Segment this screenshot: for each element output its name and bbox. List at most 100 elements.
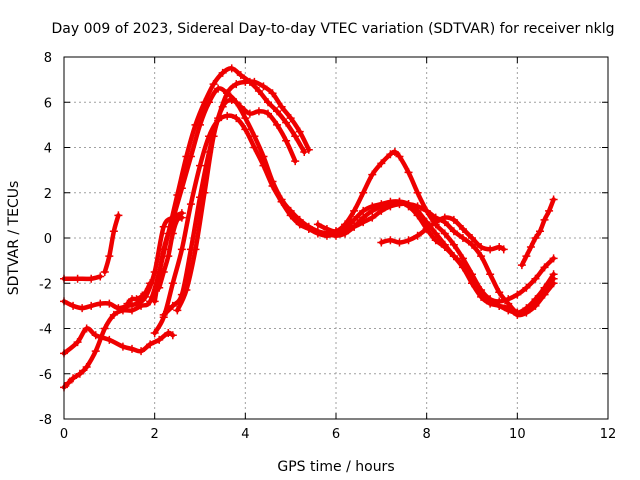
data-point-marker	[241, 125, 250, 134]
data-point-marker	[386, 236, 395, 245]
data-point-marker	[232, 98, 241, 107]
data-point-marker	[218, 68, 227, 77]
x-axis-label: GPS time / hours	[277, 459, 394, 475]
data-point-marker	[377, 238, 386, 247]
data-point-marker	[177, 184, 186, 193]
y-axis-label: SDTVAR / TECUs	[6, 181, 22, 296]
data-point-marker	[118, 306, 127, 315]
data-point-marker	[137, 301, 146, 310]
data-point-marker	[390, 148, 399, 157]
series-trace-3	[60, 324, 177, 358]
data-point-marker	[82, 324, 91, 333]
data-point-marker	[359, 218, 368, 227]
data-point-marker	[499, 245, 508, 254]
data-point-marker	[132, 295, 141, 304]
x-tick-label: 6	[332, 427, 340, 442]
data-point-marker	[196, 161, 204, 170]
data-point-marker	[218, 102, 227, 111]
series-line	[125, 281, 153, 306]
data-point-marker	[114, 211, 123, 220]
data-point-marker	[232, 80, 241, 89]
data-point-marker	[109, 310, 118, 319]
data-point-marker	[232, 114, 241, 123]
data-point-marker	[458, 224, 467, 233]
data-point-marker	[313, 229, 322, 238]
data-point-marker	[468, 234, 476, 242]
data-point-marker	[422, 224, 431, 233]
data-point-marker	[236, 71, 245, 80]
series-trace-14	[123, 279, 155, 308]
data-point-marker	[404, 168, 413, 177]
data-point-marker	[168, 331, 177, 340]
data-point-marker	[495, 288, 504, 297]
data-point-marker	[341, 224, 350, 233]
y-tick-label: -8	[39, 413, 52, 428]
data-point-marker	[359, 188, 368, 197]
x-tick-label: 0	[60, 427, 68, 442]
data-point-marker	[105, 252, 114, 261]
data-point-marker	[486, 270, 495, 279]
data-point-marker	[468, 240, 476, 249]
data-point-marker	[73, 274, 82, 283]
data-point-marker	[200, 188, 209, 197]
data-point-marker	[377, 159, 386, 168]
data-point-marker	[295, 127, 304, 136]
data-point-marker	[486, 295, 495, 304]
data-point-marker	[522, 306, 531, 315]
data-point-marker	[286, 114, 295, 123]
data-point-marker	[69, 374, 78, 383]
data-point-marker	[264, 109, 272, 118]
data-point-marker	[368, 170, 377, 179]
data-point-marker	[241, 114, 250, 123]
data-point-marker	[118, 342, 127, 351]
data-point-marker	[517, 261, 526, 270]
data-point-marker	[168, 279, 177, 288]
data-point-marker	[531, 274, 540, 283]
data-point-marker	[282, 118, 291, 127]
data-point-marker	[540, 215, 549, 224]
data-point-marker	[440, 229, 449, 238]
data-point-marker	[449, 227, 458, 236]
series-trace-2	[100, 211, 123, 276]
data-point-marker	[431, 218, 440, 227]
data-point-marker	[91, 347, 100, 356]
data-point-marker	[128, 344, 136, 353]
data-point-marker	[91, 331, 100, 340]
series-trace-1	[60, 272, 105, 283]
data-point-marker	[440, 243, 449, 252]
data-point-marker	[431, 229, 440, 238]
data-point-marker	[386, 150, 395, 159]
data-point-marker	[413, 211, 422, 220]
data-point-marker	[155, 283, 164, 292]
data-point-marker	[159, 267, 168, 276]
data-point-marker	[486, 245, 495, 254]
data-point-marker	[350, 215, 359, 224]
data-point-marker	[146, 340, 155, 349]
data-point-marker	[214, 116, 223, 125]
series-trace-11	[332, 200, 558, 317]
data-point-marker	[254, 107, 263, 116]
data-point-marker	[477, 252, 486, 261]
data-point-marker	[273, 120, 282, 129]
data-point-marker	[300, 148, 309, 157]
data-point-marker	[214, 84, 223, 93]
data-point-marker	[322, 231, 331, 240]
data-point-marker	[105, 335, 114, 344]
series-trace-5	[60, 64, 309, 392]
data-point-marker	[75, 369, 84, 378]
y-tick-label: -6	[39, 368, 52, 383]
data-point-marker	[395, 200, 404, 209]
data-point-marker	[173, 306, 182, 315]
data-point-marker	[440, 213, 449, 222]
data-point-marker	[295, 220, 304, 229]
data-point-marker	[141, 288, 150, 297]
data-point-marker	[431, 236, 440, 245]
data-point-marker	[422, 206, 431, 215]
y-tick-label: 0	[44, 232, 52, 247]
data-point-marker	[168, 229, 177, 238]
data-point-marker	[291, 157, 300, 166]
data-point-marker	[109, 227, 118, 236]
data-point-marker	[223, 89, 232, 98]
data-point-marker	[205, 98, 214, 107]
